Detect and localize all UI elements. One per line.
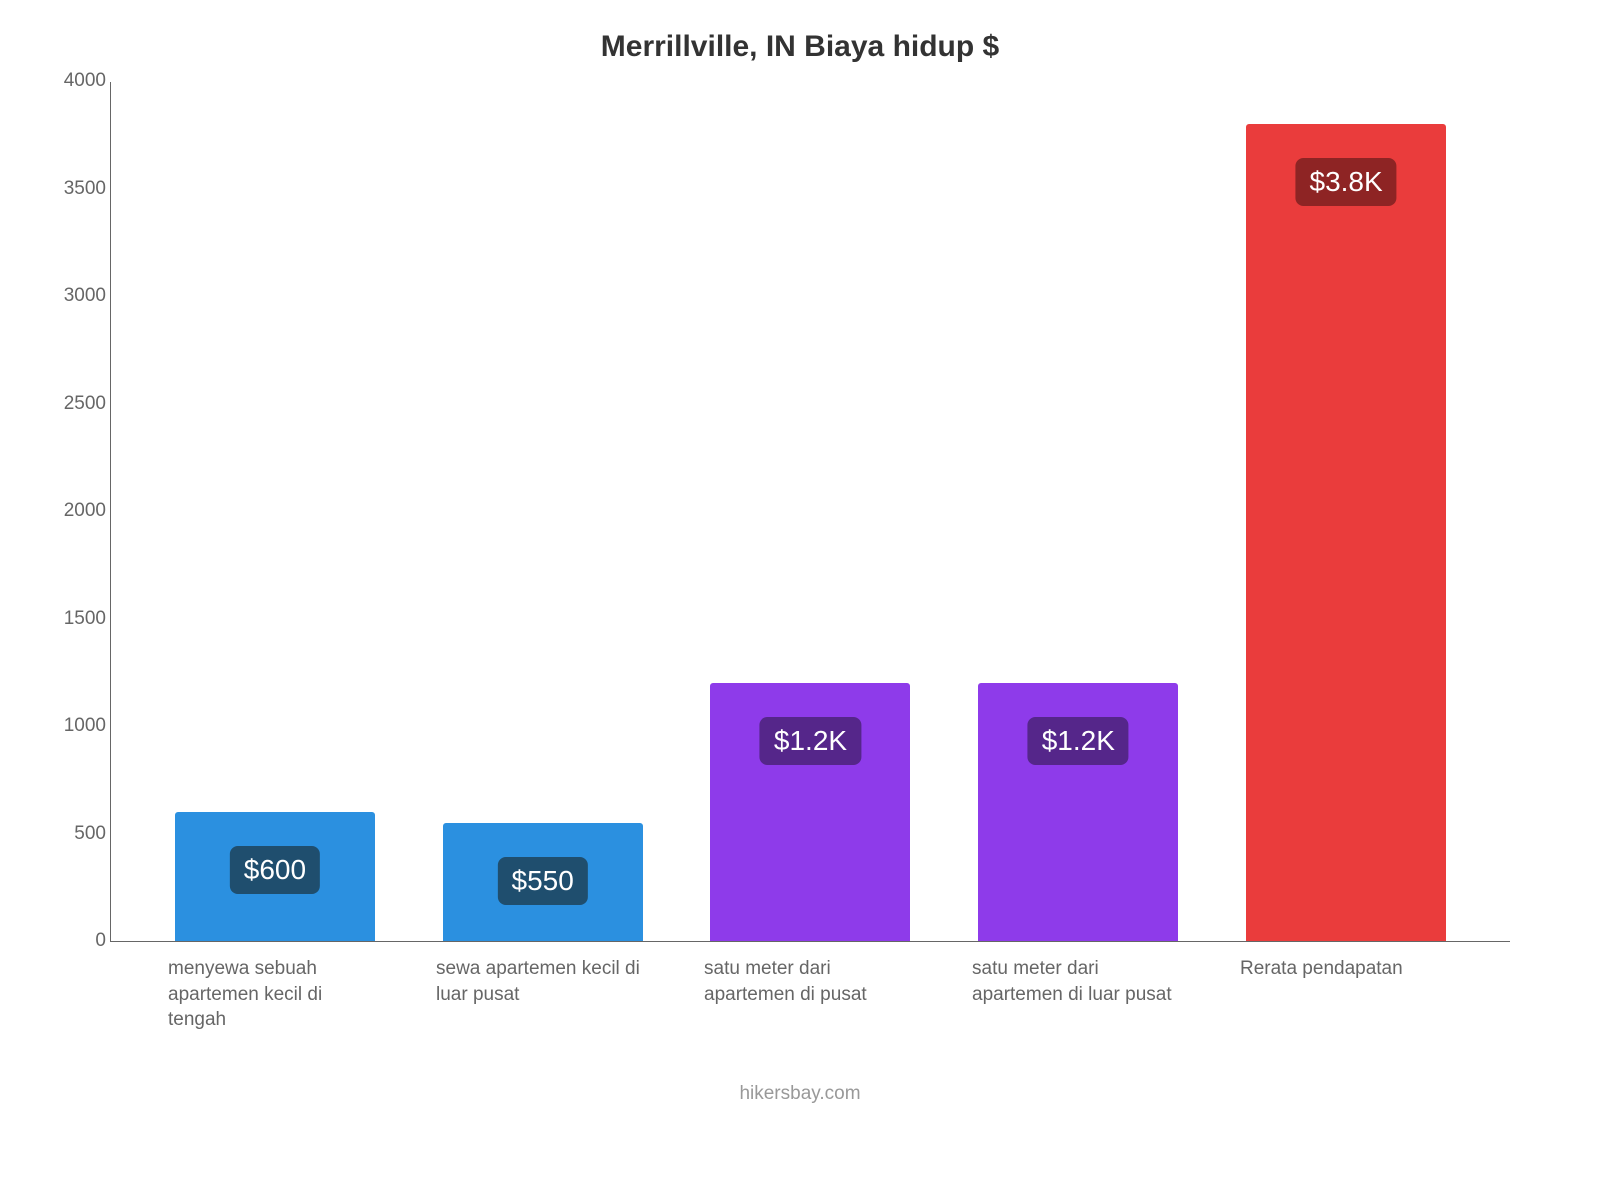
chart-title: Merrillville, IN Biaya hidup $: [50, 20, 1550, 82]
value-badge: $550: [498, 857, 588, 905]
x-tick-label: menyewa sebuah apartemen kecil di tengah: [140, 956, 408, 1033]
y-axis: 05001000150020002500300035004000: [51, 82, 106, 941]
x-tick-label: satu meter dari apartemen di pusat: [676, 956, 944, 1033]
value-badge: $600: [230, 846, 320, 894]
y-tick-label: 1000: [51, 715, 106, 737]
chart-wrap: 05001000150020002500300035004000 $600$55…: [110, 82, 1510, 1033]
y-tick-label: 1500: [51, 608, 106, 630]
y-tick-label: 3000: [51, 285, 106, 307]
bar-slot: $550: [409, 823, 677, 941]
bar: $1.2K: [710, 683, 910, 941]
bar-slot: $3.8K: [1212, 124, 1480, 941]
chart-footer: hikersbay.com: [50, 1033, 1550, 1105]
bar-slot: $1.2K: [677, 683, 945, 941]
y-tick-label: 2500: [51, 393, 106, 415]
x-tick-label: satu meter dari apartemen di luar pusat: [944, 956, 1212, 1033]
y-tick-label: 3500: [51, 178, 106, 200]
bar: $3.8K: [1246, 124, 1446, 941]
value-badge: $1.2K: [760, 717, 861, 765]
plot-area: 05001000150020002500300035004000 $600$55…: [110, 82, 1510, 942]
bar: $600: [175, 812, 375, 941]
y-tick-label: 0: [51, 930, 106, 952]
chart-container: Merrillville, IN Biaya hidup $ 050010001…: [0, 0, 1600, 1200]
x-tick-label: sewa apartemen kecil di luar pusat: [408, 956, 676, 1033]
bar: $1.2K: [978, 683, 1178, 941]
value-badge: $1.2K: [1028, 717, 1129, 765]
x-axis-labels: menyewa sebuah apartemen kecil di tengah…: [110, 942, 1510, 1033]
x-tick-label: Rerata pendapatan: [1212, 956, 1480, 1033]
y-tick-label: 4000: [51, 70, 106, 92]
bar-slot: $600: [141, 812, 409, 941]
value-badge: $3.8K: [1295, 158, 1396, 206]
y-tick-label: 500: [51, 823, 106, 845]
bar-slot: $1.2K: [944, 683, 1212, 941]
y-tick-label: 2000: [51, 500, 106, 522]
bar: $550: [443, 823, 643, 941]
